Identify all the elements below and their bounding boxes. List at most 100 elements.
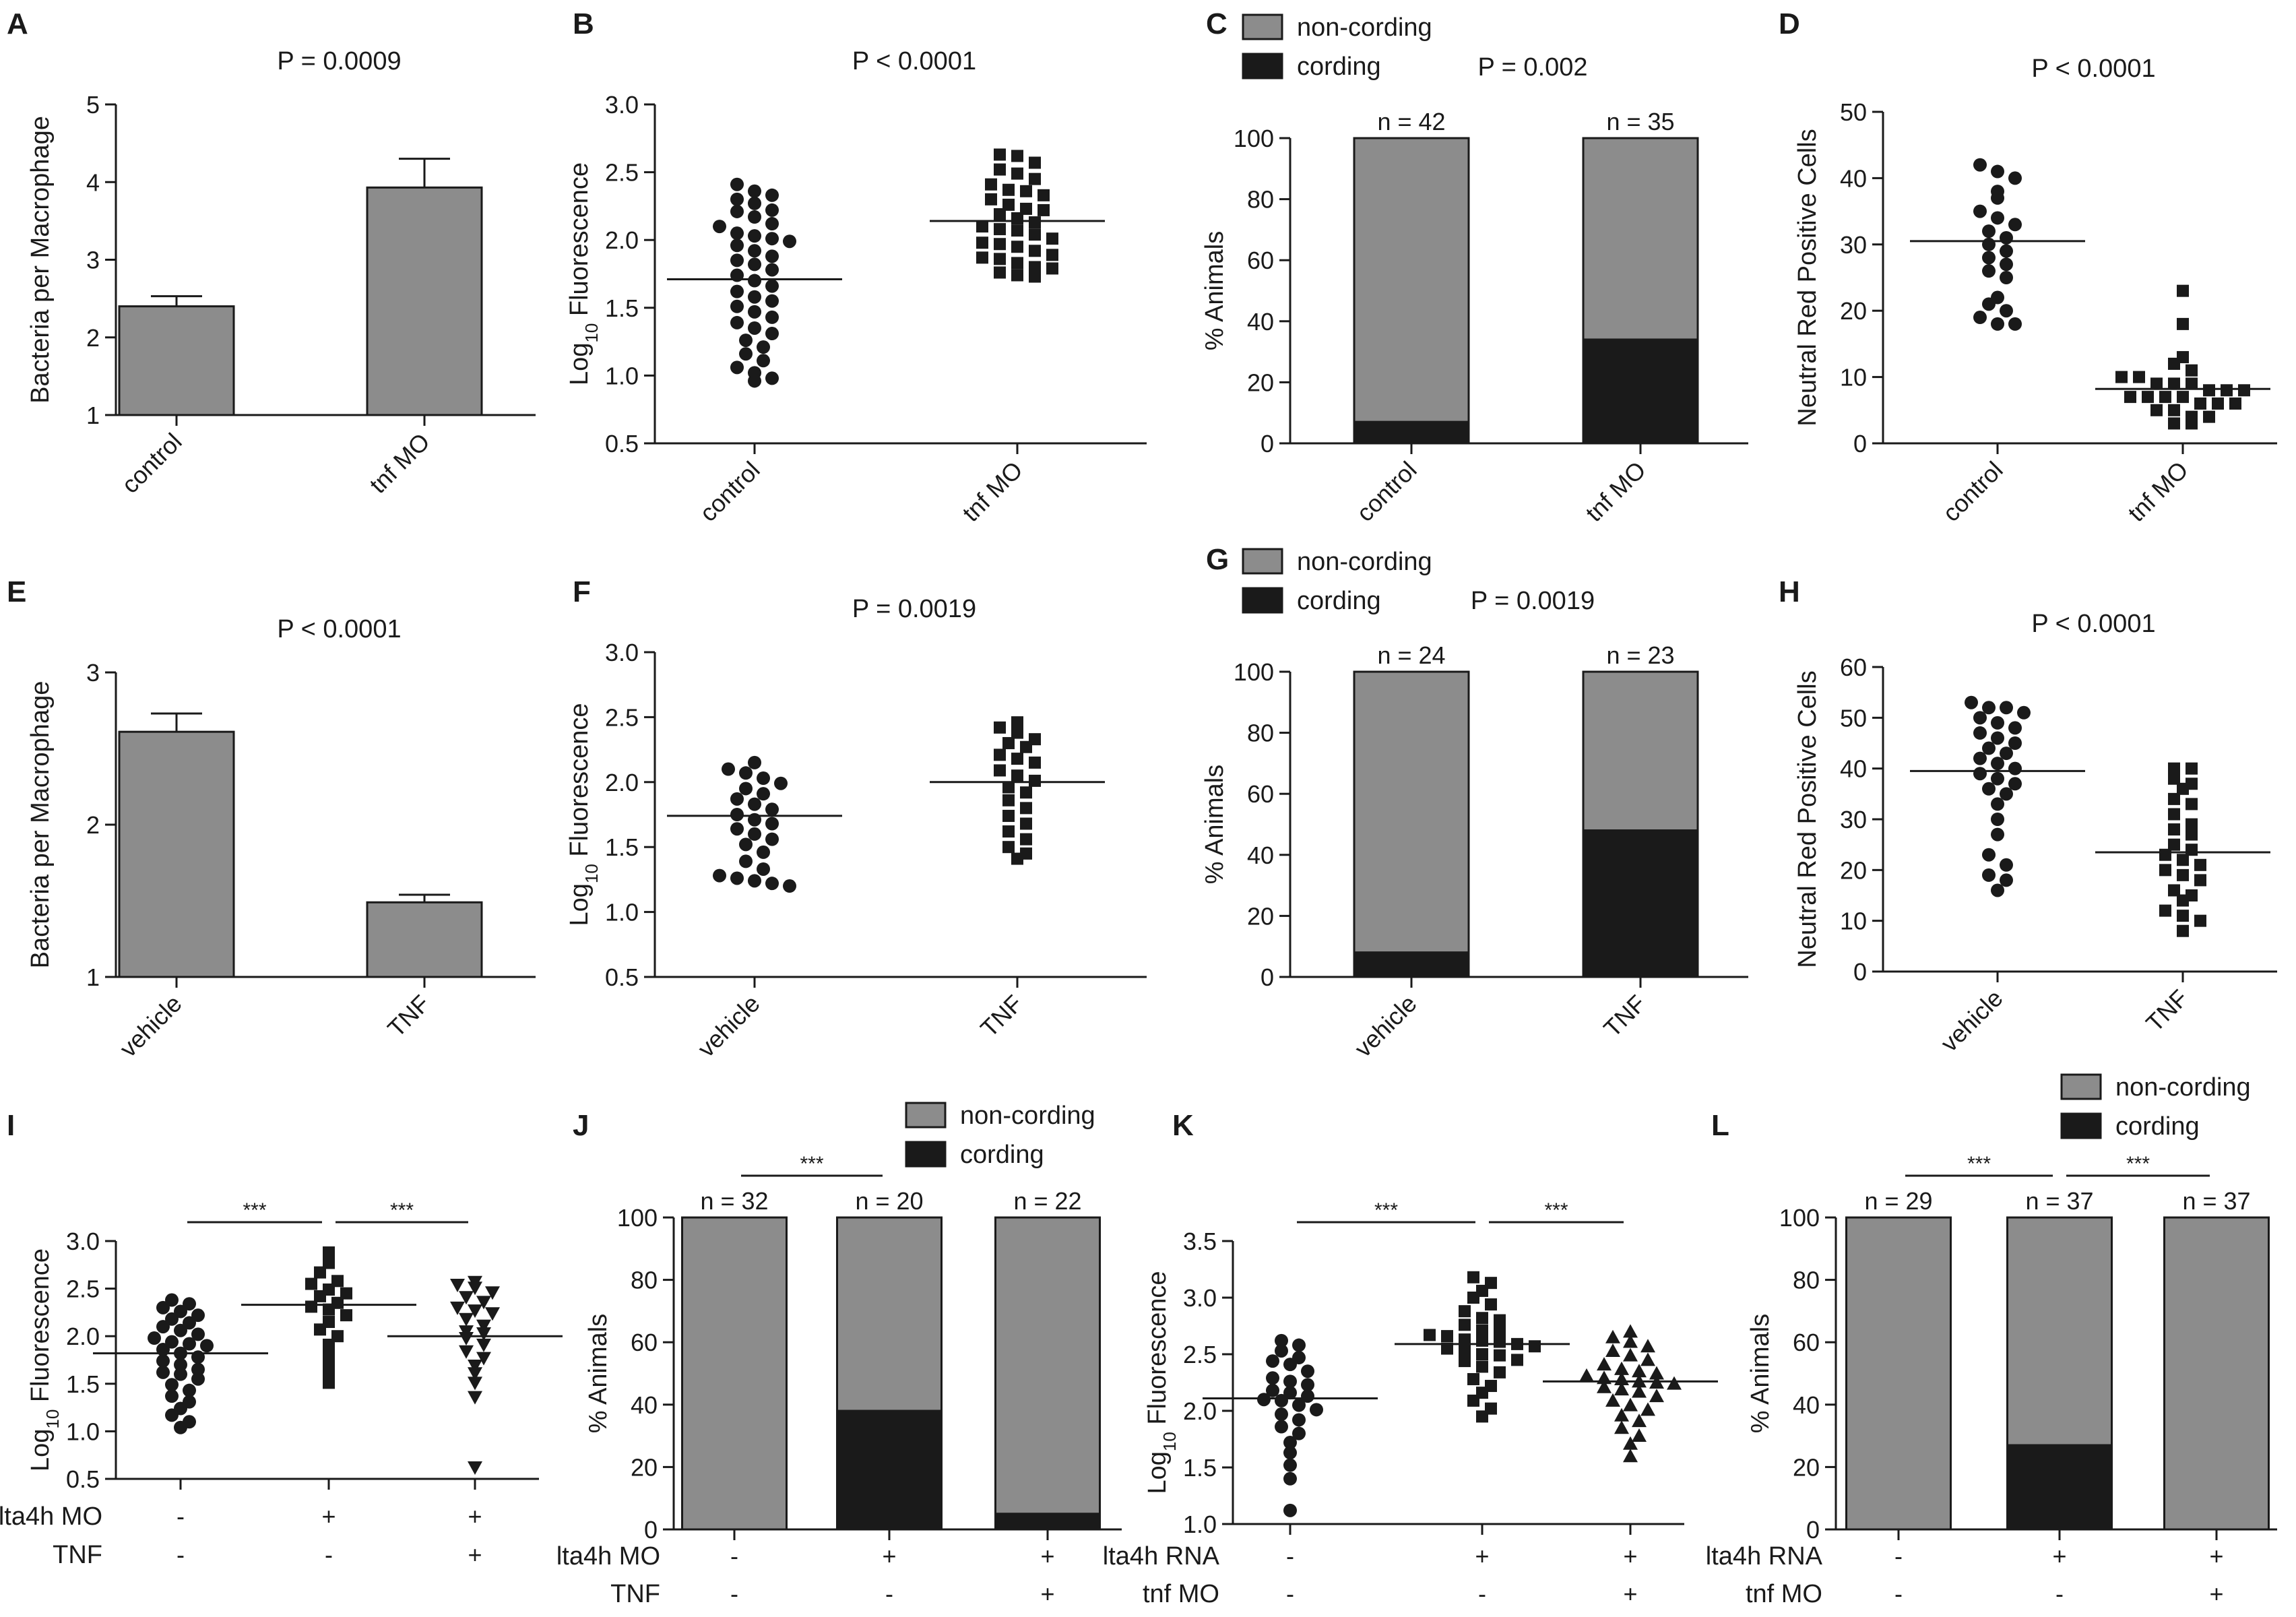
data-point <box>468 1304 482 1319</box>
condition-value: - <box>1894 1542 1903 1570</box>
data-point <box>1605 1393 1620 1407</box>
data-point <box>1623 1436 1638 1450</box>
data-point <box>1283 1471 1297 1486</box>
n-label: n = 35 <box>1606 108 1674 135</box>
data-point <box>200 1339 214 1353</box>
data-point <box>476 1327 491 1341</box>
data-point <box>1973 751 1987 765</box>
data-point <box>1011 167 1023 180</box>
data-point <box>1605 1329 1620 1343</box>
legend-label: cording <box>1297 53 1381 81</box>
data-point <box>2238 384 2250 397</box>
data-point <box>1494 1349 1506 1362</box>
condition-value: + <box>321 1502 336 1530</box>
data-point <box>183 1383 196 1397</box>
chart-title: P < 0.0001 <box>2031 610 2155 638</box>
y-tick-label: 2.5 <box>605 159 639 187</box>
data-point <box>739 347 753 361</box>
data-point <box>748 229 761 243</box>
condition-label: lta4h MO <box>0 1502 102 1531</box>
data-point <box>1982 741 1996 755</box>
data-point <box>2186 889 2198 901</box>
legend-label: non-cording <box>2115 1073 2251 1102</box>
data-point <box>1982 848 1996 862</box>
data-point <box>757 862 770 876</box>
data-point <box>191 1308 205 1323</box>
data-point <box>2159 904 2171 917</box>
data-point <box>730 822 744 836</box>
legend-swatch-noncording <box>2060 1073 2102 1100</box>
data-point <box>985 178 997 191</box>
panel-b: B P < 0.0001 0.5 1.0 1.5 2.0 2.5 3.0 Log10 Fluor… <box>565 7 1147 527</box>
data-point <box>2133 371 2145 383</box>
y-tick-label: 2 <box>86 811 100 839</box>
data-point <box>305 1300 317 1313</box>
legend-swatch-cording <box>1242 53 1283 80</box>
data-point <box>468 1367 482 1381</box>
data-point <box>2194 858 2206 871</box>
data-point <box>2159 391 2171 404</box>
data-point <box>2186 377 2198 390</box>
data-point <box>1283 1386 1297 1400</box>
x-tick-label: TNF <box>2140 984 2193 1037</box>
data-point <box>2008 218 2022 232</box>
legend-label: cording <box>2115 1112 2200 1141</box>
y-tick-label: 0 <box>644 1516 658 1544</box>
y-tick-label: 10 <box>1840 364 1867 391</box>
data-point <box>2150 377 2163 390</box>
data-point <box>2186 844 2198 856</box>
y-tick-label: 2.5 <box>605 703 639 731</box>
condition-value: + <box>1040 1542 1054 1570</box>
y-tick-label: 0 <box>1853 430 1867 457</box>
y-tick-label: 20 <box>1247 902 1274 930</box>
data-point <box>1020 833 1032 846</box>
panel-letter: J <box>573 1109 589 1142</box>
data-point <box>1623 1324 1638 1338</box>
bar-cording <box>836 1409 943 1531</box>
condition-value: - <box>2055 1580 2064 1608</box>
data-point <box>1614 1382 1629 1396</box>
panel-letter: D <box>1779 7 1800 40</box>
x-tick-label: tnf MO <box>364 428 435 499</box>
condition-value: - <box>1478 1580 1486 1608</box>
data-point <box>1283 1374 1297 1389</box>
data-point <box>2186 762 2198 775</box>
condition-value: - <box>1286 1542 1294 1570</box>
data-point <box>156 1300 170 1314</box>
y-tick-label: 3.0 <box>605 91 639 119</box>
data-point <box>191 1327 205 1341</box>
data-point <box>1002 825 1015 838</box>
data-point <box>2177 910 2189 922</box>
n-label: n = 22 <box>1013 1187 1081 1215</box>
data-point <box>1991 883 2004 897</box>
data-point <box>1991 164 2004 179</box>
x-tick-label: control <box>1351 456 1422 527</box>
data-point <box>1982 264 1996 278</box>
y-axis-label: Log10 Fluorescence <box>565 162 602 385</box>
y-tick-label: 2.0 <box>1183 1397 1217 1425</box>
panel-g: G P = 0.0019 0 20 40 60 80 100 % Animals vehicle T… <box>1201 543 1748 1063</box>
data-point <box>2212 397 2224 410</box>
y-axis-label: Bacteria per Macrophage <box>26 681 55 969</box>
y-tick-label: 0 <box>1853 958 1867 986</box>
data-point <box>183 1337 196 1351</box>
data-point <box>1485 1277 1497 1290</box>
data-point <box>2229 397 2241 410</box>
data-point <box>994 223 1006 236</box>
data-point <box>748 244 761 258</box>
y-tick-label: 40 <box>1840 164 1867 192</box>
data-point <box>191 1372 205 1386</box>
data-point <box>156 1354 170 1368</box>
data-point <box>2000 304 2013 318</box>
y-axis-label: % Animals <box>1746 1314 1775 1433</box>
n-label: n = 29 <box>1864 1187 1932 1215</box>
data-point <box>765 279 779 293</box>
data-point <box>722 762 735 776</box>
data-point <box>1632 1428 1647 1442</box>
data-point <box>191 1362 205 1376</box>
panel-a: A P = 0.0009 1 2 3 4 5 Bacteria per Macrophage c… <box>7 7 536 499</box>
data-point <box>730 792 744 806</box>
bar <box>118 730 235 978</box>
data-point <box>2186 818 2198 831</box>
data-point <box>2008 721 2022 735</box>
